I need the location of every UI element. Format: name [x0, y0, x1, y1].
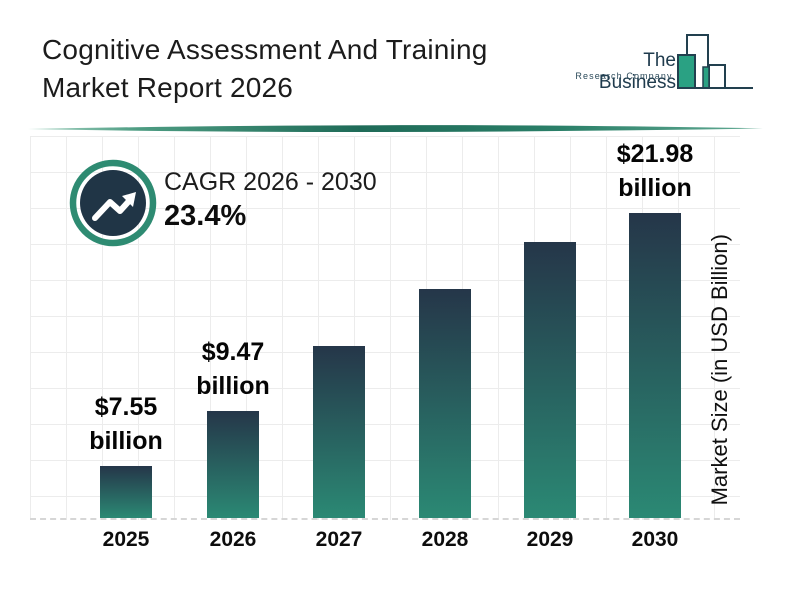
bar-value-label-2026: $9.47 billion	[196, 338, 270, 400]
bar-value-label-2030: $21.98 billion	[616, 140, 694, 202]
bar-2025	[100, 466, 152, 518]
bar-2027	[313, 346, 365, 518]
trend-up-icon	[69, 159, 157, 247]
cagr-value: 23.4%	[164, 200, 247, 232]
page-title: Cognitive Assessment And Training Market…	[42, 31, 488, 107]
logo-name: The Business	[598, 50, 676, 93]
y-axis-title: Market Size (in USD Billion)	[699, 190, 741, 550]
title-line-1: Cognitive Assessment And Training	[42, 34, 488, 65]
x-axis-label-2025: 2025	[102, 528, 150, 551]
bar-2029	[524, 242, 576, 518]
logo-tagline: Research Company	[575, 71, 673, 81]
x-axis-label-2026: 2026	[209, 528, 257, 551]
x-axis: 2025 2026 2027 2028 2029 2030	[30, 528, 740, 558]
x-axis-label-2030: 2030	[631, 528, 679, 551]
y-axis-title-text: Market Size (in USD Billion)	[707, 234, 732, 506]
x-axis-label-2028: 2028	[421, 528, 469, 551]
cagr-period-label: CAGR 2026 - 2030	[164, 168, 377, 196]
x-axis-label-2029: 2029	[526, 528, 574, 551]
bar-value-label-2025: $7.55 billion	[89, 393, 163, 455]
bar-2030	[629, 213, 681, 518]
header-divider	[28, 125, 764, 132]
bar-chart-logo-icon	[677, 34, 753, 89]
bar-2026	[207, 411, 259, 518]
bar-2028	[419, 289, 471, 518]
chart-plot-area: $7.55 billion $9.47 billion $21.98 billion	[30, 136, 740, 520]
x-axis-label-2027: 2027	[315, 528, 363, 551]
title-line-2: Market Report 2026	[42, 72, 294, 103]
